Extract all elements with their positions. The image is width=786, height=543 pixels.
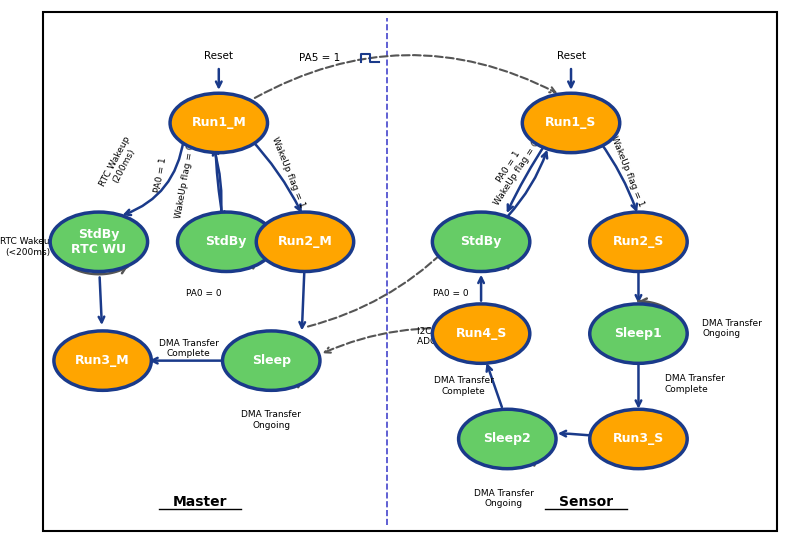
Text: DMA Transfer
Ongoing: DMA Transfer Ongoing xyxy=(702,319,762,338)
Text: PA0 = 1: PA0 = 1 xyxy=(153,157,169,194)
Ellipse shape xyxy=(458,409,556,469)
Text: DMA Transfer
Complete: DMA Transfer Complete xyxy=(665,374,725,394)
Text: Sensor: Sensor xyxy=(559,495,613,509)
Text: StdBy: StdBy xyxy=(206,235,247,248)
Text: Run2_M: Run2_M xyxy=(277,235,332,248)
Text: Run1_S: Run1_S xyxy=(545,116,597,129)
Text: Run3_S: Run3_S xyxy=(613,432,664,445)
Text: WakeUp flag = 1: WakeUp flag = 1 xyxy=(270,136,307,209)
Text: StdBy: StdBy xyxy=(461,235,501,248)
Text: Reset: Reset xyxy=(204,51,233,61)
Text: Run2_S: Run2_S xyxy=(613,235,664,248)
Text: Reset: Reset xyxy=(556,51,586,61)
Ellipse shape xyxy=(222,331,320,390)
Text: WakeUp flag = 1: WakeUp flag = 1 xyxy=(609,135,645,209)
FancyBboxPatch shape xyxy=(42,12,777,531)
Text: Sleep2: Sleep2 xyxy=(483,432,531,445)
Ellipse shape xyxy=(170,93,267,153)
Text: PA0 = 0: PA0 = 0 xyxy=(433,289,469,298)
Text: DMA Transfer
Complete: DMA Transfer Complete xyxy=(159,338,219,358)
Ellipse shape xyxy=(256,212,354,272)
Text: Sleep1: Sleep1 xyxy=(615,327,663,340)
Text: WakeUp flag = 0: WakeUp flag = 0 xyxy=(174,143,196,219)
Text: RTC Wakeup
(<200ms): RTC Wakeup (<200ms) xyxy=(0,237,55,257)
Ellipse shape xyxy=(590,304,687,363)
Ellipse shape xyxy=(178,212,275,272)
Ellipse shape xyxy=(590,212,687,272)
Text: Run4_S: Run4_S xyxy=(455,327,507,340)
Text: DMA Transfer
Complete: DMA Transfer Complete xyxy=(434,376,494,396)
Text: I2C 1024
ADC Samples Transfer: I2C 1024 ADC Samples Transfer xyxy=(417,327,517,346)
Ellipse shape xyxy=(523,93,619,153)
Text: DMA Transfer
Ongoing: DMA Transfer Ongoing xyxy=(241,411,301,430)
Ellipse shape xyxy=(54,331,152,390)
Ellipse shape xyxy=(50,212,148,272)
Ellipse shape xyxy=(590,409,687,469)
Text: DMA Transfer
Ongoing: DMA Transfer Ongoing xyxy=(474,489,534,508)
Text: Run1_M: Run1_M xyxy=(192,116,246,129)
Text: Run3_M: Run3_M xyxy=(75,354,130,367)
Text: PA0 = 0: PA0 = 0 xyxy=(186,289,222,298)
Text: Sleep: Sleep xyxy=(252,354,291,367)
Ellipse shape xyxy=(432,212,530,272)
Ellipse shape xyxy=(432,304,530,363)
Text: Master: Master xyxy=(173,495,227,509)
Text: PA5 = 1: PA5 = 1 xyxy=(299,53,340,63)
Text: PA0 = 1
WakeUp flag = 0: PA0 = 1 WakeUp flag = 0 xyxy=(484,133,542,207)
Text: StdBy
RTC WU: StdBy RTC WU xyxy=(72,228,127,256)
Text: RTC Wakeup
(200ms): RTC Wakeup (200ms) xyxy=(98,135,141,192)
